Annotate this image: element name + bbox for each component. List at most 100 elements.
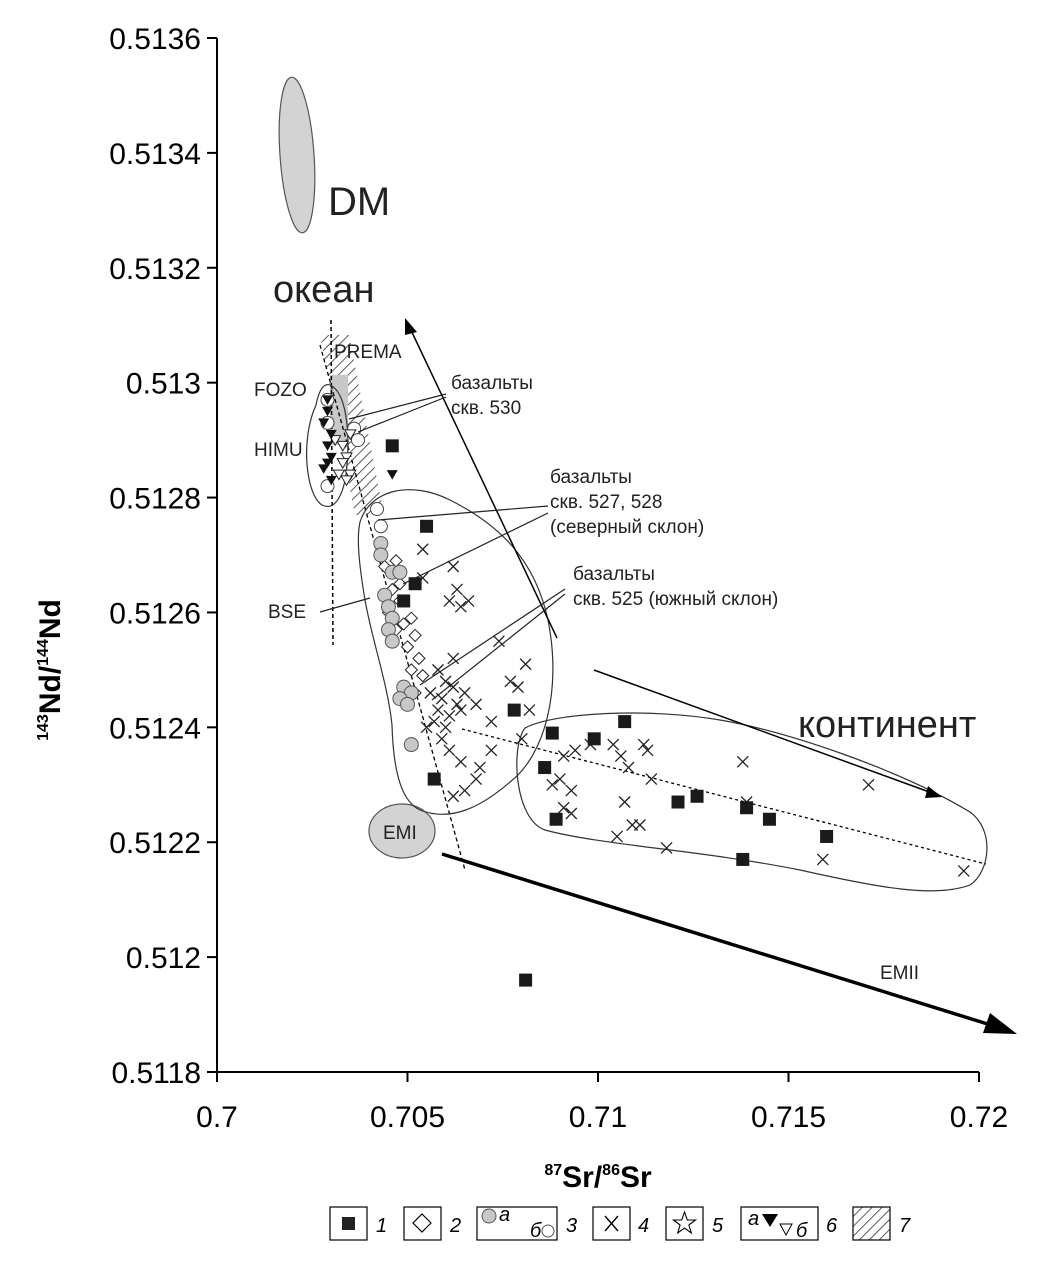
x-ticks: 0.7 0.705 0.71 0.715 0.72: [196, 1072, 1008, 1134]
point-open-triangle: [336, 458, 350, 470]
point-filled-square: [587, 732, 601, 746]
point-cross: [862, 778, 875, 791]
x-tick-label: 0.72: [950, 1101, 1008, 1134]
emii-label: EMII: [880, 963, 919, 984]
prema-field: [330, 375, 348, 445]
point-open-diamond: [396, 617, 411, 631]
y-tick-label: 0.5128: [109, 483, 201, 516]
point-cross: [557, 801, 570, 814]
x-tick-label: 0.7: [196, 1101, 238, 1134]
fozo-himu-outline: [306, 383, 349, 507]
legend: 1 2 а б 3 4 5 а б 6 7: [329, 1204, 911, 1242]
annotation-leaders: [319, 393, 566, 701]
point-cross: [614, 750, 627, 763]
y-tick-label: 0.512: [126, 942, 201, 975]
dm-field: [278, 76, 316, 234]
himu-label: HIMU: [254, 440, 303, 461]
point-open-diamond: [400, 640, 415, 654]
point-cross: [607, 738, 620, 751]
point-cross: [618, 796, 631, 808]
point-cross: [432, 704, 444, 717]
legend-label-5: 5: [712, 1215, 724, 1237]
point-filled-triangle: [321, 395, 333, 405]
point-filled-triangle: [325, 475, 337, 486]
basalt-527-label-2: скв. 527, 528: [550, 492, 662, 513]
legend-box-6: [740, 1206, 819, 1241]
legend-label-7: 7: [899, 1215, 911, 1237]
emi-field: [368, 803, 436, 859]
prema-label: PREMA: [334, 342, 402, 363]
legend-label-4: 4: [638, 1215, 649, 1237]
emii-trend-arrow: [441, 852, 995, 1028]
point-cross: [660, 842, 673, 854]
fozo-label: FOZO: [254, 380, 307, 401]
legend-label-2: 2: [449, 1215, 461, 1237]
point-filled-square: [549, 812, 563, 826]
legend-square-symbol: [342, 1217, 355, 1230]
continent-trend-arrowhead: [925, 786, 942, 798]
point-cross: [470, 773, 483, 785]
data-points: [318, 392, 970, 987]
legend-cross-symbol: [604, 1215, 619, 1232]
point-filled-square: [618, 715, 632, 729]
legend-label-3: 3: [566, 1215, 577, 1237]
continental-trend-dashed-line: [461, 728, 987, 865]
point-cross: [523, 704, 536, 717]
legend-3a-label: а: [499, 1204, 510, 1226]
point-cross: [454, 600, 467, 613]
point-cross: [565, 807, 578, 820]
point-cross: [473, 761, 486, 774]
point-filled-square: [397, 594, 411, 608]
leader-525-a: [419, 588, 566, 686]
point-grey-circle: [384, 633, 400, 649]
y-tick-label: 0.5126: [109, 597, 201, 630]
legend-box-2: [403, 1206, 442, 1241]
point-cross: [557, 750, 570, 763]
point-open-triangle: [336, 440, 350, 452]
y-ticks: 0.5118 0.512 0.5122 0.5124 0.5126 0.5128 0.513…: [109, 23, 217, 1090]
point-filled-square: [519, 973, 533, 987]
point-cross: [816, 853, 829, 866]
point-filled-square: [671, 795, 685, 809]
basalt-527-label-3: (северный склон): [550, 517, 704, 538]
point-open-triangle: [340, 452, 353, 464]
legend-open-triangle-symbol: [779, 1223, 793, 1237]
point-filled-triangle: [321, 458, 333, 469]
point-cross: [565, 784, 578, 797]
legend-label-1: 1: [376, 1215, 387, 1237]
legend-label-6: 6: [826, 1215, 838, 1237]
point-filled-triangle: [325, 429, 337, 440]
legend-filled-triangle-symbol: [762, 1214, 778, 1227]
point-cross: [432, 663, 444, 676]
dm-label: DM: [328, 180, 390, 224]
point-filled-triangle: [321, 406, 333, 417]
legend-box-4: [592, 1206, 631, 1241]
point-open-circle: [370, 502, 385, 517]
point-cross: [424, 686, 437, 699]
point-cross: [633, 819, 646, 831]
point-cross: [447, 681, 460, 694]
point-cross: [504, 675, 517, 688]
legend-box-3: [476, 1206, 558, 1241]
leader-530-a: [348, 393, 447, 420]
point-cross: [435, 732, 448, 745]
point-cross: [645, 773, 658, 785]
point-open-diamond: [404, 611, 419, 625]
y-tick-label: 0.5118: [111, 1057, 201, 1090]
y-tick-label: 0.5134: [109, 138, 201, 171]
point-cross: [611, 830, 624, 843]
legend-6a-label: а: [748, 1208, 759, 1230]
point-filled-square: [408, 577, 422, 591]
point-filled-triangle: [325, 452, 337, 463]
point-cross: [458, 784, 471, 797]
x-axis-label: 87Sr/86Sr: [544, 1161, 652, 1194]
point-filled-square: [740, 801, 754, 815]
point-cross: [447, 790, 460, 803]
y-tick-label: 0.5132: [109, 253, 201, 286]
bse-label: BSE: [268, 602, 306, 623]
point-open-triangle: [340, 475, 353, 487]
southern-slope-outline: [516, 712, 988, 892]
basalt-525-label-2: скв. 525 (южный склон): [573, 589, 778, 610]
x-tick-label: 0.705: [370, 1101, 445, 1134]
